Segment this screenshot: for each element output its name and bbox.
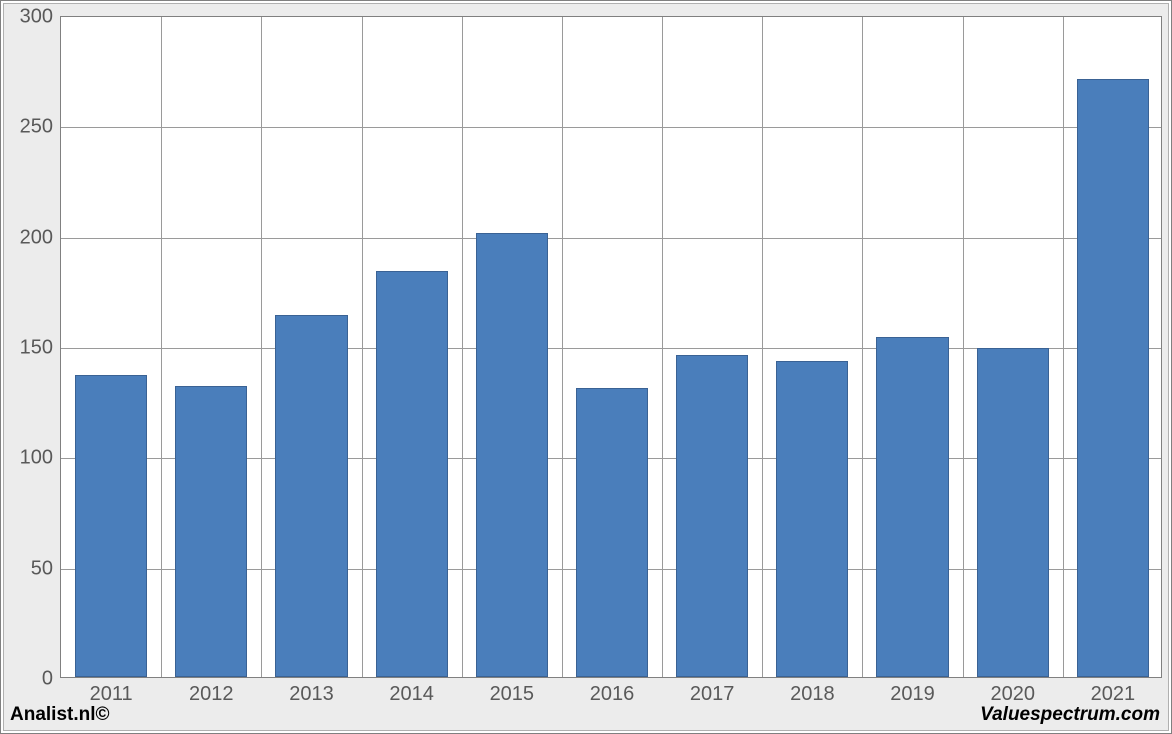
x-tick-label: 2013 (289, 677, 334, 706)
x-tick-label: 2018 (790, 677, 835, 706)
y-tick-label: 250 (20, 116, 61, 139)
grid-line-v (261, 17, 262, 677)
bar (175, 386, 247, 677)
bar (376, 271, 448, 677)
x-tick-label: 2012 (189, 677, 234, 706)
bar (275, 315, 347, 677)
plot-area: 0501001502002503002011201220132014201520… (60, 16, 1162, 678)
chart-frame: 0 50 100 150 200 250 300 2011 2012 2013 2014 2015 20… (0, 0, 1172, 734)
x-tick-label: 2020 (990, 677, 1035, 706)
x-tick-label: 2021 (1091, 677, 1136, 706)
x-tick-label: 2011 (90, 677, 133, 706)
x-tick-label: 2014 (389, 677, 434, 706)
grid-line-v (762, 17, 763, 677)
y-tick-label: 300 (20, 6, 61, 29)
bar (676, 355, 748, 677)
y-tick-label: 50 (31, 557, 61, 580)
y-tick-label: 0 (42, 668, 61, 691)
grid-line-v (462, 17, 463, 677)
x-tick-label: 2016 (590, 677, 635, 706)
grid-line-v (161, 17, 162, 677)
footer-left: Analist.nl© (10, 704, 110, 726)
y-tick-label: 200 (20, 226, 61, 249)
bar (876, 337, 948, 677)
x-tick-label: 2017 (690, 677, 735, 706)
grid-line-h (61, 238, 1161, 239)
bar (75, 375, 147, 677)
x-tick-label: 2015 (490, 677, 535, 706)
footer-right: Valuespectrum.com (980, 704, 1160, 726)
grid-line-v (362, 17, 363, 677)
y-tick-label: 150 (20, 337, 61, 360)
bar (576, 388, 648, 677)
grid-line-v (963, 17, 964, 677)
grid-line-h (61, 127, 1161, 128)
bar (776, 361, 848, 677)
bar (476, 233, 548, 677)
bar (1077, 79, 1149, 677)
grid-line-v (1063, 17, 1064, 677)
grid-line-v (562, 17, 563, 677)
grid-line-v (862, 17, 863, 677)
chart-inner: 0 50 100 150 200 250 300 2011 2012 2013 2014 2015 20… (3, 3, 1169, 731)
y-tick-label: 100 (20, 447, 61, 470)
bar (977, 348, 1049, 677)
x-tick-label: 2019 (890, 677, 935, 706)
grid-line-v (662, 17, 663, 677)
